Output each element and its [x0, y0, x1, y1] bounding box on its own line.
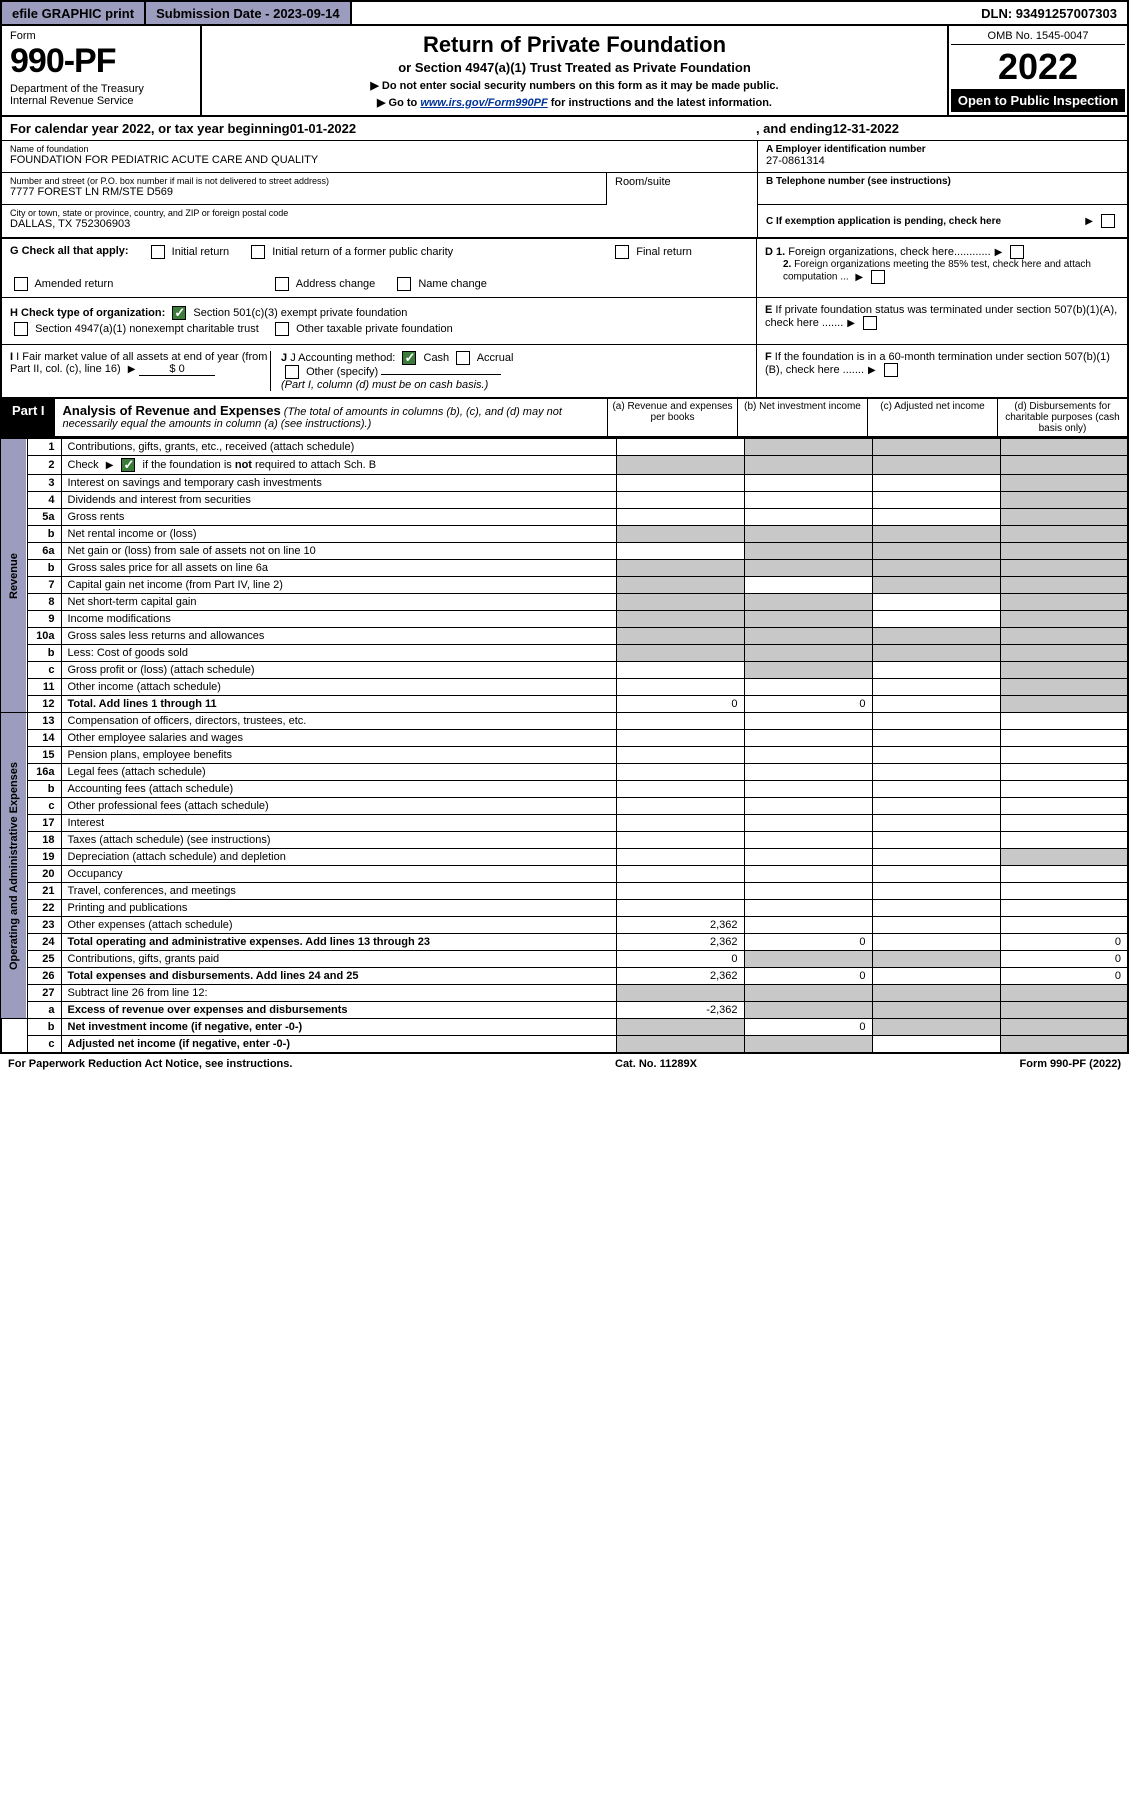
- year-begin: 01-01-2022: [290, 121, 357, 136]
- col-a-header: (a) Revenue and expenses per books: [607, 399, 737, 436]
- name-change-checkbox[interactable]: [397, 277, 411, 291]
- form-subtitle: or Section 4947(a)(1) Trust Treated as P…: [212, 60, 937, 75]
- part1-title: Analysis of Revenue and Expenses: [63, 403, 281, 418]
- exemption-checkbox[interactable]: [1101, 214, 1115, 228]
- note-ssn: ▶ Do not enter social security numbers o…: [212, 79, 937, 92]
- amended-return-checkbox[interactable]: [14, 277, 28, 291]
- other-method-checkbox[interactable]: [285, 365, 299, 379]
- address-change-checkbox[interactable]: [275, 277, 289, 291]
- col-b-header: (b) Net investment income: [737, 399, 867, 436]
- d2-row: 2. Foreign organizations meeting the 85%…: [765, 259, 1119, 284]
- 4947-checkbox[interactable]: [14, 322, 28, 336]
- arrow-icon: [1085, 215, 1093, 227]
- final-return-checkbox[interactable]: [615, 245, 629, 259]
- col-c-header: (c) Adjusted net income: [867, 399, 997, 436]
- schb-checkbox[interactable]: [121, 458, 135, 472]
- address: 7777 FOREST LN RM/STE D569: [10, 186, 598, 198]
- city-state-zip: DALLAS, TX 752306903: [10, 218, 749, 230]
- revenue-section-label: Revenue: [1, 439, 27, 713]
- cat-number: Cat. No. 11289X: [615, 1058, 697, 1070]
- year-end: 12-31-2022: [833, 121, 900, 136]
- calendar-year-row: For calendar year 2022, or tax year begi…: [0, 117, 1129, 141]
- omb-number: OMB No. 1545-0047: [951, 28, 1125, 45]
- j-note: (Part I, column (d) must be on cash basi…: [281, 379, 748, 391]
- paperwork-notice: For Paperwork Reduction Act Notice, see …: [8, 1058, 292, 1070]
- dln: DLN: 93491257007303: [971, 2, 1127, 24]
- room-label: Room/suite: [615, 176, 749, 188]
- exemption-label: C If exemption application is pending, c…: [766, 216, 1081, 227]
- tax-year: 2022: [951, 45, 1125, 89]
- name-label: Name of foundation: [10, 144, 749, 154]
- form-ref: Form 990-PF (2022): [1020, 1058, 1121, 1070]
- form-label: Form: [10, 30, 192, 42]
- form-title: Return of Private Foundation: [212, 32, 937, 58]
- f-checkbox[interactable]: [884, 363, 898, 377]
- fmv-value: $ 0: [139, 363, 214, 376]
- address-label: Number and street (or P.O. box number if…: [10, 176, 598, 186]
- ein-label: A Employer identification number: [766, 144, 1119, 155]
- h-label: H Check type of organization:: [10, 307, 165, 319]
- col-d-header: (d) Disbursements for charitable purpose…: [997, 399, 1127, 436]
- department: Department of the Treasury Internal Reve…: [10, 83, 192, 107]
- expenses-section-label: Operating and Administrative Expenses: [1, 713, 27, 1019]
- part1-header: Part I Analysis of Revenue and Expenses …: [0, 399, 1129, 438]
- city-label: City or town, state or province, country…: [10, 208, 749, 218]
- other-taxable-checkbox[interactable]: [275, 322, 289, 336]
- topbar: efile GRAPHIC print Submission Date - 20…: [0, 0, 1129, 26]
- form-number: 990-PF: [10, 42, 192, 81]
- phone-label: B Telephone number (see instructions): [766, 176, 1119, 187]
- submission-date: Submission Date - 2023-09-14: [146, 2, 352, 24]
- page-footer: For Paperwork Reduction Act Notice, see …: [0, 1054, 1129, 1074]
- initial-former-checkbox[interactable]: [251, 245, 265, 259]
- cash-checkbox[interactable]: [402, 351, 416, 365]
- part1-label: Part I: [2, 399, 55, 436]
- analysis-table: Revenue 1Contributions, gifts, grants, e…: [0, 438, 1129, 1054]
- initial-return-checkbox[interactable]: [151, 245, 165, 259]
- d2-checkbox[interactable]: [871, 270, 885, 284]
- 501c3-checkbox[interactable]: [172, 306, 186, 320]
- accrual-checkbox[interactable]: [456, 351, 470, 365]
- irs-link[interactable]: www.irs.gov/Form990PF: [420, 97, 547, 109]
- d1-checkbox[interactable]: [1010, 245, 1024, 259]
- g-label: G Check all that apply:: [10, 245, 129, 259]
- f-row: F If the foundation is in a 60-month ter…: [757, 345, 1127, 397]
- foundation-name: FOUNDATION FOR PEDIATRIC ACUTE CARE AND …: [10, 154, 749, 166]
- entity-block: Name of foundation FOUNDATION FOR PEDIAT…: [0, 141, 1129, 239]
- efile-print-button[interactable]: efile GRAPHIC print: [2, 2, 146, 24]
- e-row: E If private foundation status was termi…: [757, 298, 1127, 345]
- open-to-public: Open to Public Inspection: [951, 89, 1125, 112]
- e-checkbox[interactable]: [863, 316, 877, 330]
- d1-row: D 1. D 1. Foreign organizations, check h…: [765, 245, 1119, 259]
- ein: 27-0861314: [766, 155, 1119, 167]
- check-block: G Check all that apply: Initial return I…: [0, 239, 1129, 399]
- form-header: Form 990-PF Department of the Treasury I…: [0, 26, 1129, 117]
- note-goto: ▶ Go to www.irs.gov/Form990PF for instru…: [212, 96, 937, 109]
